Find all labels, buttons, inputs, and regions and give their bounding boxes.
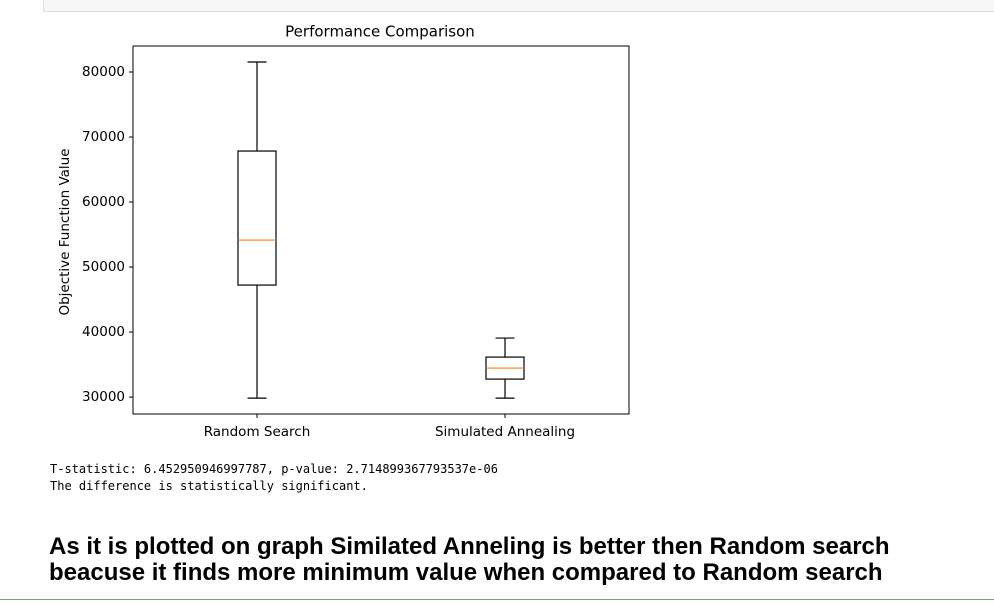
code-cell[interactable]	[43, 0, 994, 12]
x-tick-label: Simulated Annealing	[435, 424, 575, 440]
box	[237, 150, 277, 286]
plot-frame	[132, 45, 630, 415]
y-tick-label: 70000	[82, 129, 125, 145]
y-tick-label: 30000	[82, 389, 125, 405]
y-tick-label: 60000	[82, 194, 125, 210]
y-axis-label: Objective Function Value	[57, 148, 73, 315]
cell-border	[0, 599, 994, 600]
output-line: The difference is statistically signific…	[50, 479, 368, 493]
y-tick-label: 40000	[82, 324, 125, 340]
chart-title: Performance Comparison	[285, 23, 475, 41]
x-tick-label: Random Search	[204, 424, 311, 440]
markdown-text: As it is plotted on graph Similated Anne…	[49, 533, 890, 586]
y-tick-label: 50000	[82, 259, 125, 275]
chart: Performance Comparison Objective Functio…	[57, 23, 630, 440]
cell-output: T-statistic: 6.452950946997787, p-value:…	[50, 461, 498, 495]
output-line: T-statistic: 6.452950946997787, p-value:…	[50, 462, 498, 476]
y-tick-label: 80000	[82, 64, 125, 80]
